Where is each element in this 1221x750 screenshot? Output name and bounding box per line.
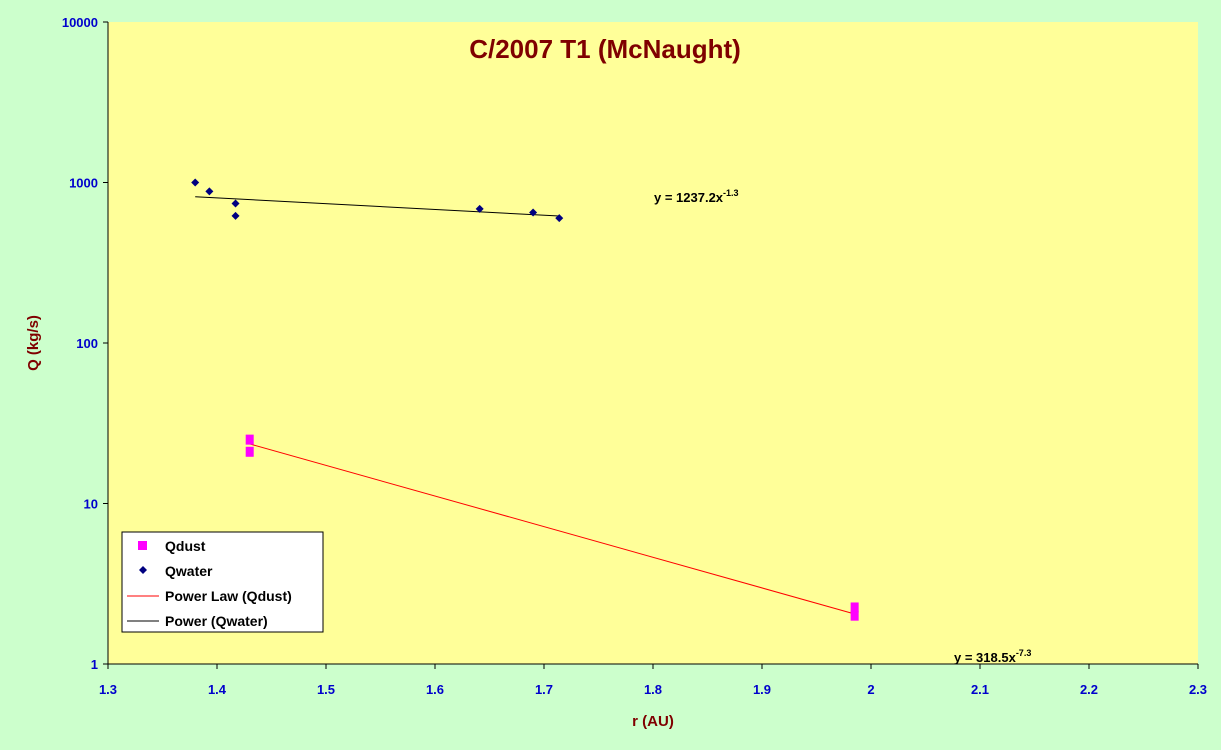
x-tick-label: 1.8: [644, 682, 662, 697]
qwater-point: [555, 214, 564, 223]
y-axis-ticks: 1 10 100 1000 10000: [62, 15, 108, 672]
x-axis-label: r (AU): [632, 713, 674, 730]
qwater-trendline: [195, 196, 560, 217]
x-tick-label: 2.3: [1189, 682, 1207, 697]
legend-qdust-marker: [138, 541, 147, 550]
qdust-point: [245, 446, 254, 457]
legend-qdust-label: Qdust: [165, 538, 206, 554]
x-tick-label: 1.7: [535, 682, 553, 697]
y-tick-label: 1000: [69, 176, 98, 191]
qdust-point: [850, 610, 859, 621]
x-tick-label: 1.6: [426, 682, 444, 697]
x-axis-ticks: 1.3 1.4 1.5 1.6 1.7 1.8 1.9 2 2.1 2.2 2.3: [99, 664, 1207, 697]
x-tick-label: 2: [867, 682, 874, 697]
x-tick-label: 1.3: [99, 682, 117, 697]
qwater-equation: y = 1237.2x-1.3: [654, 188, 739, 205]
trendlines: [195, 196, 855, 615]
qwater-point: [529, 208, 538, 217]
qdust-equation: y = 318.5x-7.3: [954, 648, 1031, 665]
qdust-trendline: [249, 443, 855, 615]
x-tick-label: 2.2: [1080, 682, 1098, 697]
x-tick-label: 1.4: [208, 682, 227, 697]
legend-qwater-fit-label: Power (Qwater): [165, 613, 268, 629]
y-tick-label: 100: [76, 336, 98, 351]
y-axis-label: Q (kg/s): [25, 315, 42, 371]
legend: Qdust Qwater Power Law (Qdust) Power (Qw…: [121, 531, 324, 633]
qwater-point: [205, 187, 214, 196]
qwater-point: [475, 204, 484, 213]
qwater-point: [191, 178, 200, 187]
qwater-point: [231, 211, 240, 220]
qdust-equation-base: y = 318.5x: [954, 650, 1017, 665]
y-tick-label: 1: [91, 657, 98, 672]
chart-title: C/2007 T1 (McNaught): [469, 34, 741, 64]
data-points: [191, 178, 859, 621]
x-tick-label: 1.5: [317, 682, 335, 697]
legend-box: [121, 531, 324, 633]
legend-qdust-fit-label: Power Law (Qdust): [165, 588, 292, 604]
qdust-point: [245, 434, 254, 445]
legend-qwater-label: Qwater: [165, 563, 213, 579]
y-tick-label: 10: [84, 497, 98, 512]
qdust-point: [850, 602, 859, 613]
qdust-equation-exponent: -7.3: [1016, 648, 1032, 658]
legend-qwater-marker: [139, 566, 147, 574]
y-tick-label: 10000: [62, 15, 98, 30]
x-tick-label: 2.1: [971, 682, 989, 697]
qwater-point: [231, 199, 240, 208]
x-tick-label: 1.9: [753, 682, 771, 697]
qwater-equation-exponent: -1.3: [723, 188, 739, 198]
qwater-equation-base: y = 1237.2x: [654, 190, 724, 205]
